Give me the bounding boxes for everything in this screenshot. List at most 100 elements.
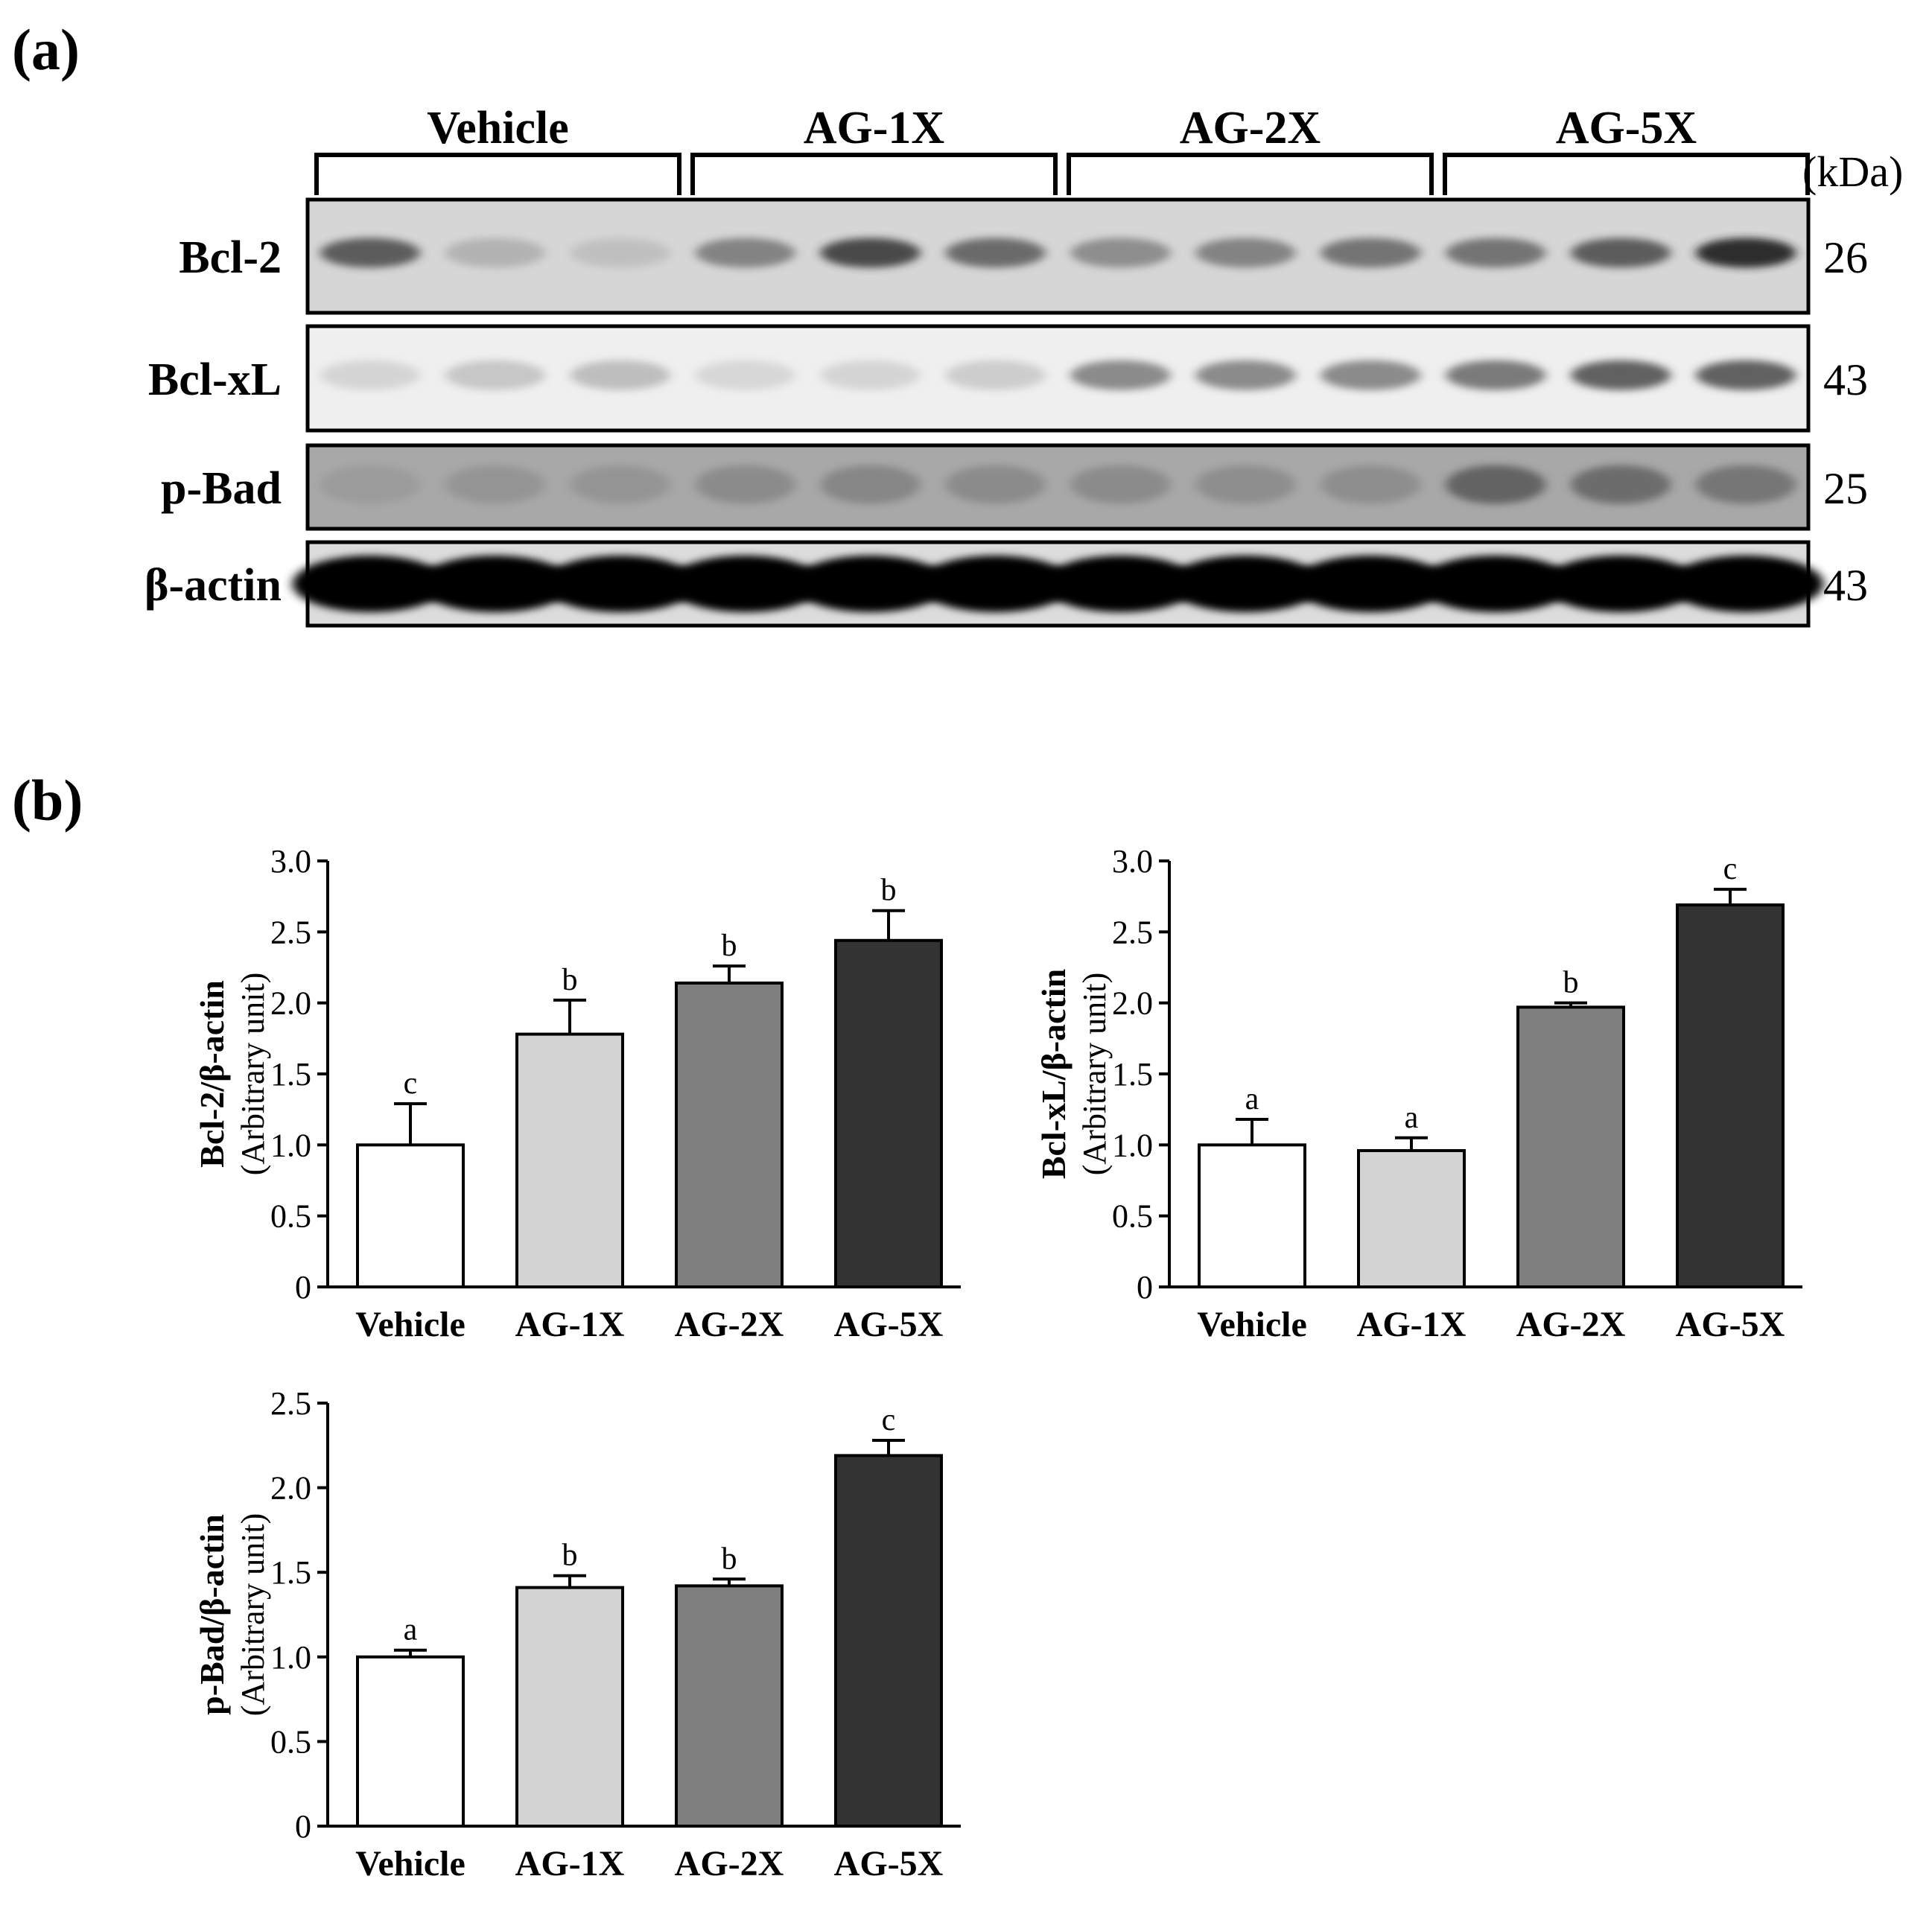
x-tick-label: Vehicle bbox=[355, 1305, 465, 1344]
x-tick-label: AG-5X bbox=[1676, 1305, 1785, 1344]
blot-band bbox=[1695, 238, 1796, 268]
blot-row bbox=[292, 540, 1824, 628]
blot-membrane bbox=[305, 324, 1811, 433]
blot-band bbox=[820, 238, 921, 268]
significance-letter: c bbox=[1723, 852, 1738, 886]
y-tick-label: 0.5 bbox=[1112, 1198, 1153, 1235]
blot-band bbox=[417, 556, 573, 612]
x-tick-label: AG-2X bbox=[1516, 1305, 1626, 1344]
y-tick-label: 1.5 bbox=[270, 1554, 311, 1591]
bar bbox=[515, 1032, 624, 1288]
blot-band bbox=[1321, 465, 1421, 504]
y-tick-label: 2.0 bbox=[1112, 985, 1153, 1022]
blot-band bbox=[1668, 556, 1824, 612]
y-tick-label: 3.0 bbox=[1112, 843, 1153, 880]
y-tick-label: 0 bbox=[295, 1808, 311, 1845]
blot-band bbox=[792, 556, 948, 612]
blot-band bbox=[445, 238, 546, 268]
blot-band bbox=[1070, 360, 1171, 390]
y-axis-subtitle: (Arbitrary unit) bbox=[235, 1513, 271, 1716]
blot-row-label: p-Bad bbox=[161, 463, 282, 514]
blot-band bbox=[1321, 360, 1421, 390]
blot-band bbox=[1195, 465, 1296, 504]
bar bbox=[834, 1454, 943, 1828]
group-label: Vehicle bbox=[427, 103, 569, 153]
bar bbox=[1357, 1148, 1466, 1288]
blot-band bbox=[320, 238, 421, 268]
y-tick-label: 0.5 bbox=[270, 1723, 311, 1760]
blot-band bbox=[945, 238, 1046, 268]
blot-kda-label: 43 bbox=[1823, 355, 1868, 404]
bar bbox=[1516, 1005, 1625, 1289]
bar bbox=[1676, 903, 1785, 1288]
blot-band bbox=[1570, 465, 1671, 504]
group-bracket bbox=[1443, 153, 1810, 195]
blot-band bbox=[1321, 238, 1421, 268]
blot-band bbox=[570, 238, 670, 268]
blot-band bbox=[695, 360, 795, 390]
significance-letter: b bbox=[881, 874, 897, 908]
y-tick-label: 1.0 bbox=[270, 1127, 311, 1163]
blot-band bbox=[1168, 556, 1324, 612]
blot-kda-label: 25 bbox=[1823, 464, 1868, 513]
x-tick-label: Vehicle bbox=[355, 1844, 465, 1883]
blot-membrane bbox=[305, 197, 1811, 315]
x-tick-label: Vehicle bbox=[1197, 1305, 1307, 1344]
blot-band bbox=[1570, 360, 1671, 390]
blot-band bbox=[1446, 360, 1546, 390]
blot-row-label: β-actin bbox=[144, 560, 282, 611]
x-tick-label: AG-1X bbox=[515, 1844, 625, 1883]
group-bracket bbox=[1067, 153, 1434, 195]
blot-band bbox=[1195, 360, 1296, 390]
blot-band bbox=[1070, 238, 1171, 268]
significance-letter: b bbox=[562, 1539, 578, 1573]
y-tick-label: 1.5 bbox=[270, 1056, 311, 1093]
y-tick-label: 2.0 bbox=[270, 1470, 311, 1507]
y-tick-label: 2.5 bbox=[270, 914, 311, 950]
y-axis-title: p-Bad/β-actin bbox=[193, 1514, 231, 1715]
significance-letter: b bbox=[722, 1542, 737, 1576]
y-tick-label: 0 bbox=[295, 1269, 311, 1306]
group-label: AG-5X bbox=[1556, 103, 1697, 153]
group-label: AG-2X bbox=[1180, 103, 1321, 153]
blot-band bbox=[445, 360, 546, 390]
blot-band bbox=[570, 465, 670, 504]
y-axis-subtitle: (Arbitrary unit) bbox=[235, 973, 271, 1175]
y-tick-label: 2.5 bbox=[270, 1385, 311, 1422]
y-tick-label: 3.0 bbox=[270, 843, 311, 880]
blot-row-label: Bcl-2 bbox=[179, 232, 282, 283]
group-label: AG-1X bbox=[804, 103, 945, 153]
blot-row bbox=[305, 197, 1811, 315]
y-tick-label: 0 bbox=[1137, 1269, 1153, 1306]
bar bbox=[834, 938, 943, 1288]
x-tick-label: AG-1X bbox=[1357, 1305, 1467, 1344]
group-bracket bbox=[314, 153, 681, 195]
blot-kda-label: 43 bbox=[1823, 561, 1868, 610]
y-tick-label: 1.5 bbox=[1112, 1056, 1153, 1093]
significance-letter: b bbox=[1563, 966, 1579, 1000]
blot-band bbox=[695, 238, 795, 268]
bar-chart: 0 0.5 1.0 1.5 2.0 2.5 3.0 Bcl-xL/β-actin (Arbitr… bbox=[1035, 843, 1802, 1344]
bar-chart: 0 0.5 1.0 1.5 2.0 2.5 3.0 Bcl-2/β-actin (Arbitra… bbox=[193, 843, 961, 1344]
x-tick-label: AG-5X bbox=[834, 1844, 944, 1883]
significance-letter: c bbox=[404, 1066, 418, 1101]
significance-letter: b bbox=[722, 929, 737, 963]
blot-row bbox=[305, 324, 1811, 433]
blot-band bbox=[1418, 556, 1574, 612]
blot-band bbox=[320, 360, 421, 390]
x-tick-label: AG-1X bbox=[515, 1305, 625, 1344]
blot-band bbox=[570, 360, 670, 390]
bar bbox=[1198, 1143, 1306, 1289]
x-tick-label: AG-2X bbox=[675, 1844, 784, 1883]
blot-kda-label: 26 bbox=[1823, 233, 1868, 282]
x-tick-label: AG-5X bbox=[834, 1305, 944, 1344]
blot-band bbox=[1293, 556, 1449, 612]
blot-band bbox=[820, 360, 921, 390]
kda-unit-label: (kDa) bbox=[1802, 147, 1903, 196]
group-bracket bbox=[690, 153, 1058, 195]
blot-band bbox=[695, 465, 795, 504]
y-tick-label: 1.0 bbox=[270, 1639, 311, 1676]
blot-band bbox=[1043, 556, 1198, 612]
